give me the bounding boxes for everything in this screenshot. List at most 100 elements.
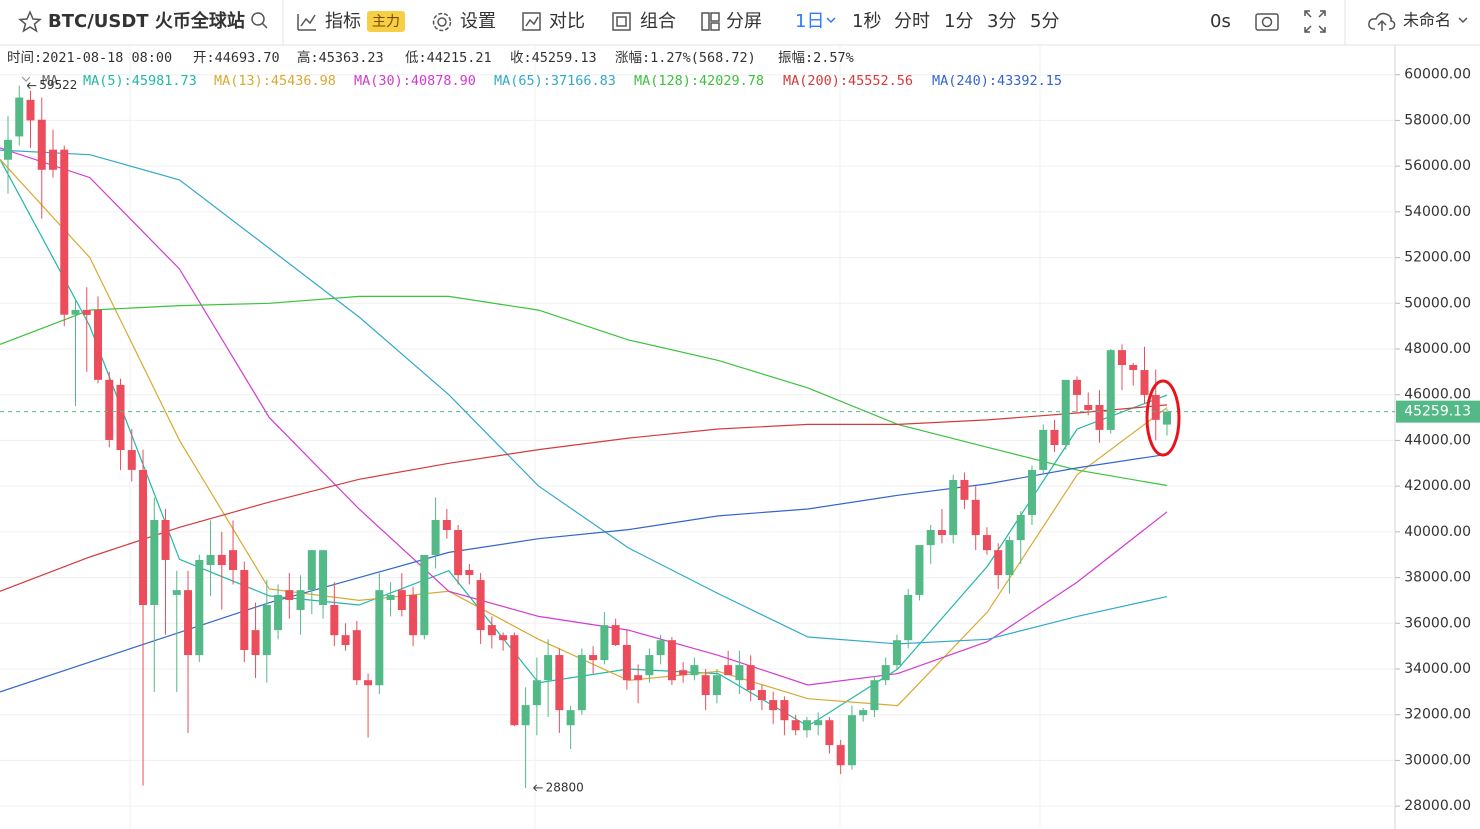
candle-body bbox=[116, 384, 125, 451]
candle-body bbox=[150, 519, 159, 605]
badge-bg bbox=[367, 11, 405, 32]
marker-arrow bbox=[533, 784, 543, 792]
fullscreen-icon[interactable] bbox=[1304, 10, 1326, 33]
candle-body bbox=[139, 469, 148, 605]
ma-legend: MA(13):45436.98 bbox=[214, 73, 336, 89]
candle-body bbox=[859, 710, 868, 716]
compare-icon[interactable] bbox=[522, 12, 541, 31]
labels: 28000.00 30000.00 32000.00 34000.00 36000.00… bbox=[0, 49, 1480, 814]
toolbar-bg bbox=[0, 0, 1480, 45]
candle-body bbox=[409, 594, 418, 636]
layout-dropdown[interactable] bbox=[1458, 17, 1468, 24]
main-badge[interactable]: 主力 bbox=[372, 14, 400, 30]
ma-line bbox=[0, 159, 1168, 727]
candle-body bbox=[161, 519, 170, 560]
candle-body bbox=[679, 670, 688, 676]
candle-body bbox=[307, 550, 316, 591]
candle-body bbox=[971, 499, 980, 536]
ohlc-info: 时间:2021-08-18 08:00 bbox=[7, 50, 172, 66]
candles bbox=[4, 85, 1171, 788]
candle-body bbox=[71, 309, 80, 315]
candle-body bbox=[319, 550, 328, 605]
combine[interactable]: 组合 bbox=[640, 11, 676, 32]
compare[interactable]: 对比 bbox=[549, 11, 585, 32]
interval[interactable]: 1分 bbox=[944, 11, 973, 32]
candle-body bbox=[375, 590, 384, 686]
candle-body bbox=[634, 675, 643, 681]
interval[interactable]: 3分 bbox=[987, 11, 1016, 32]
candle-body bbox=[465, 570, 474, 576]
candle-body bbox=[127, 450, 136, 470]
ma-line bbox=[0, 149, 1168, 645]
ohlc-info: 收:45259.13 bbox=[510, 50, 597, 66]
settings-icon[interactable] bbox=[432, 12, 452, 32]
candle-body bbox=[510, 635, 519, 726]
candle-body bbox=[1095, 405, 1104, 430]
candle-body bbox=[172, 590, 181, 595]
candle-body bbox=[746, 665, 755, 691]
candle-body bbox=[476, 580, 485, 631]
candle-body bbox=[1027, 469, 1036, 515]
interval[interactable]: 1日 bbox=[795, 11, 824, 32]
candle-body bbox=[937, 530, 946, 536]
screenshot-icon[interactable] bbox=[1255, 13, 1279, 31]
toolbar: BTC/USDT 火币全球站 指标 主力 设置 对比 组合 分屏 1日 1秒 分时 1… bbox=[0, 0, 1480, 46]
candle-body bbox=[105, 379, 114, 440]
candle-body bbox=[206, 554, 215, 565]
candle-body bbox=[735, 665, 744, 681]
indicator-icon[interactable] bbox=[297, 14, 316, 31]
search-icon[interactable] bbox=[251, 12, 268, 29]
legend-collapse[interactable] bbox=[21, 76, 31, 82]
interval[interactable]: 5分 bbox=[1030, 11, 1059, 32]
interval[interactable]: 1秒 bbox=[852, 11, 881, 32]
y-tick-label: 48000.00 bbox=[1404, 341, 1471, 357]
candle-body bbox=[499, 635, 508, 641]
candle-body bbox=[555, 655, 564, 711]
candle-body bbox=[926, 530, 935, 546]
candle-body bbox=[836, 745, 845, 766]
candle-body bbox=[915, 545, 924, 595]
favorite-icon[interactable] bbox=[18, 10, 42, 33]
candle-body bbox=[15, 97, 24, 137]
highlight-ellipse bbox=[1145, 379, 1181, 457]
ma-legend: MA(240):43392.15 bbox=[932, 73, 1062, 89]
interval-dropdown[interactable] bbox=[826, 17, 836, 24]
candle-body bbox=[431, 519, 440, 555]
candle-body bbox=[386, 594, 395, 600]
cloud-icon[interactable] bbox=[1368, 12, 1396, 31]
candle-body bbox=[814, 720, 823, 726]
candle-body bbox=[645, 655, 654, 676]
last-price-label: 45259.13 bbox=[1404, 404, 1471, 420]
candle-body bbox=[667, 640, 676, 681]
ohlc-info: 涨幅:1.27%(568.72) bbox=[615, 50, 756, 66]
candle-body bbox=[791, 720, 800, 731]
symbol[interactable]: BTC/USDT 火币全球站 bbox=[48, 10, 245, 32]
candle-body bbox=[1005, 540, 1014, 576]
candle-body bbox=[1140, 370, 1149, 395]
ohlc-info: 振幅:2.57% bbox=[778, 50, 854, 66]
candle-body bbox=[589, 655, 598, 661]
candle-body bbox=[442, 519, 451, 531]
candle-body bbox=[229, 550, 238, 571]
y-tick-label: 60000.00 bbox=[1404, 67, 1471, 83]
candle-body bbox=[1151, 394, 1160, 420]
y-tick-label: 58000.00 bbox=[1404, 112, 1471, 128]
candle-body bbox=[960, 479, 969, 500]
interval[interactable]: 分时 bbox=[894, 11, 930, 32]
candle-body bbox=[26, 99, 35, 121]
candle-body bbox=[769, 700, 778, 711]
layout-name[interactable]: 未命名 bbox=[1403, 11, 1451, 30]
candle-body bbox=[251, 630, 260, 656]
candle-body bbox=[544, 655, 553, 681]
ma-legend: MA(5):45981.73 bbox=[83, 73, 197, 89]
last-price-tag bbox=[1396, 400, 1480, 423]
indicator[interactable]: 指标 bbox=[325, 11, 361, 32]
split[interactable]: 分屏 bbox=[726, 11, 762, 32]
candle-body bbox=[757, 690, 766, 701]
split-icon[interactable] bbox=[701, 12, 720, 31]
candle-body bbox=[847, 715, 856, 766]
settings[interactable]: 设置 bbox=[460, 11, 496, 32]
candle-body bbox=[240, 570, 249, 651]
candle-body bbox=[1084, 405, 1093, 411]
combine-icon[interactable] bbox=[612, 12, 631, 31]
